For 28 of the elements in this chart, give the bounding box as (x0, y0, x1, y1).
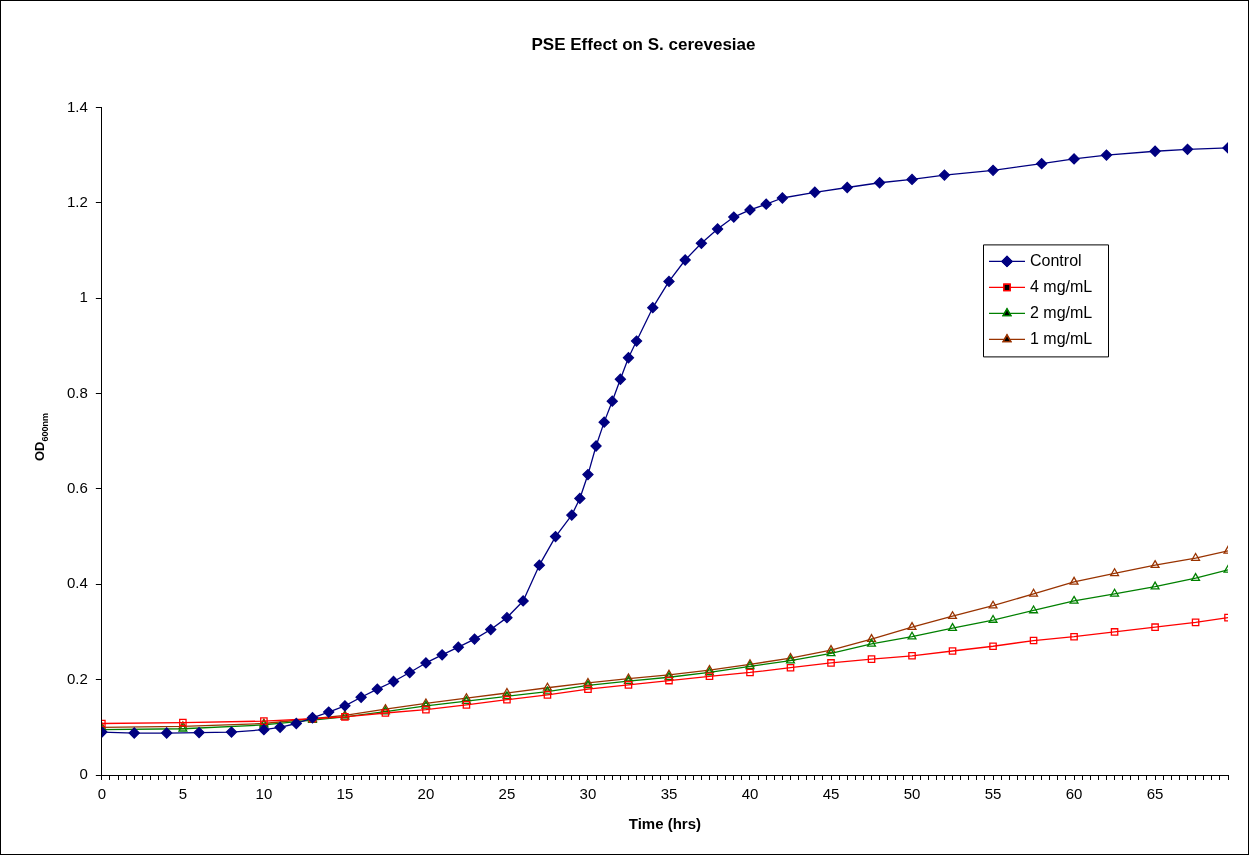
x-tick-label: 50 (903, 785, 921, 803)
x-tick-label: 15 (336, 785, 354, 803)
x-axis-title: Time (hrs) (628, 815, 702, 833)
x-tick-label: 60 (1065, 785, 1083, 803)
x-tick-label: 40 (741, 785, 759, 803)
x-tick-label: 10 (255, 785, 273, 803)
y-tick-label: 0.6 (66, 479, 88, 497)
chart-title: PSE Effect on S. cerevesiae (531, 34, 756, 54)
legend-label: 2 mg/mL (1030, 303, 1093, 321)
y-tick-label: 0.8 (66, 383, 88, 401)
y-tick-label: 1.4 (66, 97, 88, 115)
x-tick-label: 25 (498, 785, 516, 803)
y-tick-label: 1.2 (66, 192, 88, 210)
legend-label: Control (1030, 251, 1082, 269)
x-tick-label: 20 (417, 785, 435, 803)
y-tick-label: 0.4 (66, 574, 88, 592)
x-tick-label: 65 (1146, 785, 1164, 803)
x-tick-label: 5 (178, 785, 188, 803)
y-tick-label: 0.2 (66, 669, 88, 687)
x-tick-label: 0 (97, 785, 107, 803)
x-tick-label: 45 (822, 785, 840, 803)
legend-label: 4 mg/mL (1030, 277, 1093, 295)
y-tick-label: 1 (79, 288, 88, 306)
x-tick-label: 55 (984, 785, 1002, 803)
y-tick-label: 0 (79, 765, 88, 783)
x-tick-label: 35 (660, 785, 678, 803)
legend-label: 1 mg/mL (1030, 329, 1093, 347)
x-tick-label: 30 (579, 785, 597, 803)
